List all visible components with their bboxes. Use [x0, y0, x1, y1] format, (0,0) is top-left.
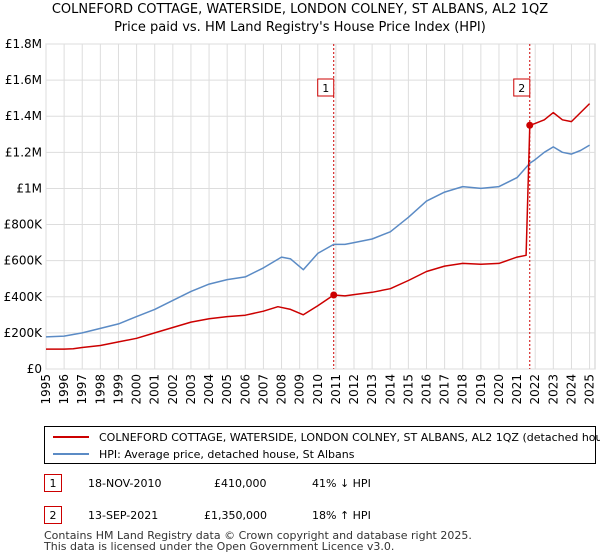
plot-area [45, 43, 596, 370]
hpi-series-line [45, 144, 590, 338]
legend: COLNEFORD COTTAGE, WATERSIDE, LONDON COL… [44, 426, 600, 464]
x-tick-label: 2022 [528, 374, 542, 405]
y-tick-label: £600K [4, 254, 44, 268]
x-tick-label: 2020 [492, 374, 506, 405]
transaction-date: 18-NOV-2010 [88, 477, 162, 490]
sale-point [526, 121, 534, 129]
y-tick-label: £1.8M [5, 37, 42, 51]
sale-marker-box [317, 78, 335, 97]
sale-point [330, 291, 338, 299]
x-tick-label: 2018 [456, 374, 470, 405]
legend-label-property: COLNEFORD COTTAGE, WATERSIDE, LONDON COL… [99, 430, 600, 444]
x-tick-label: 2011 [329, 374, 343, 405]
x-tick-label: 2017 [438, 374, 452, 405]
x-tick-label: 1995 [39, 374, 53, 405]
sale-marker-label: 1 [322, 82, 329, 95]
x-tick-label: 2024 [564, 374, 578, 405]
x-tick-label: 2012 [347, 374, 361, 405]
y-tick-label: £400K [4, 290, 44, 304]
x-tick-label: 2000 [130, 374, 144, 405]
x-tick-label: 1999 [111, 374, 125, 405]
x-tick-label: 2001 [148, 374, 162, 405]
legend-swatch-hpi [53, 453, 89, 455]
transaction-marker: 2 [44, 506, 62, 524]
x-tick-label: 2002 [166, 374, 180, 405]
chart-title: COLNEFORD COTTAGE, WATERSIDE, LONDON COL… [51, 2, 549, 17]
transaction-marker: 1 [44, 474, 62, 492]
chart-subtitle: Price paid vs. HM Land Registry's House … [114, 20, 486, 35]
y-tick-label: £1.2M [5, 145, 42, 159]
transaction-price: £410,000 [214, 477, 267, 490]
transaction-date: 13-SEP-2021 [88, 509, 159, 522]
transaction-hpi-change: 18% ↑ HPI [312, 509, 371, 522]
x-tick-label: 1998 [93, 374, 107, 405]
transaction-price: £1,350,000 [204, 509, 267, 522]
x-tick-label: 2025 [583, 374, 597, 405]
y-tick-label: £1.6M [5, 73, 42, 87]
x-tick-label: 2019 [474, 374, 488, 405]
sale-marker-label: 2 [518, 82, 525, 95]
x-tick-label: 2008 [275, 374, 289, 405]
x-tick-label: 2010 [311, 374, 325, 405]
x-tick-label: 2016 [419, 374, 433, 405]
x-tick-label: 2015 [401, 374, 415, 405]
legend-label-hpi: HPI: Average price, detached house, St A… [99, 447, 355, 461]
price-chart: £0 £200K £400K £600K £800K £1M £1.2M £1.4M £1.6M… [4, 37, 597, 405]
legend-item-hpi: HPI: Average price, detached house, St A… [53, 446, 354, 462]
footer-copyright: Contains HM Land Registry data © Crown c… [44, 529, 472, 542]
x-tick-label: 2021 [510, 374, 524, 405]
sale-marker-box [513, 78, 531, 97]
y-tick-label: £1M [16, 181, 42, 195]
x-tick-label: 2005 [220, 374, 234, 405]
x-tick-label: 2006 [238, 374, 252, 405]
x-tick-label: 2023 [546, 374, 560, 405]
property-series-line [46, 103, 591, 350]
transaction-hpi-change: 41% ↓ HPI [312, 477, 371, 490]
x-tick-label: 2013 [365, 374, 379, 405]
y-tick-label: £1.4M [5, 109, 42, 123]
y-tick-label: £0 [27, 362, 42, 376]
footer: Contains HM Land Registry data © Crown c… [44, 530, 472, 552]
y-tick-label: £800K [4, 218, 44, 232]
x-tick-label: 2003 [184, 374, 198, 405]
x-tick-label: 2014 [383, 374, 397, 405]
x-tick-label: 2009 [293, 374, 307, 405]
x-tick-label: 2007 [256, 374, 270, 405]
x-tick-label: 1997 [75, 374, 89, 405]
x-tick-label: 2004 [202, 374, 216, 405]
y-tick-label: £200K [4, 326, 44, 340]
footer-licence: This data is licensed under the Open Gov… [44, 540, 395, 553]
legend-item-property: COLNEFORD COTTAGE, WATERSIDE, LONDON COL… [53, 429, 600, 445]
x-tick-label: 1996 [57, 374, 71, 405]
legend-swatch-property [53, 436, 89, 438]
